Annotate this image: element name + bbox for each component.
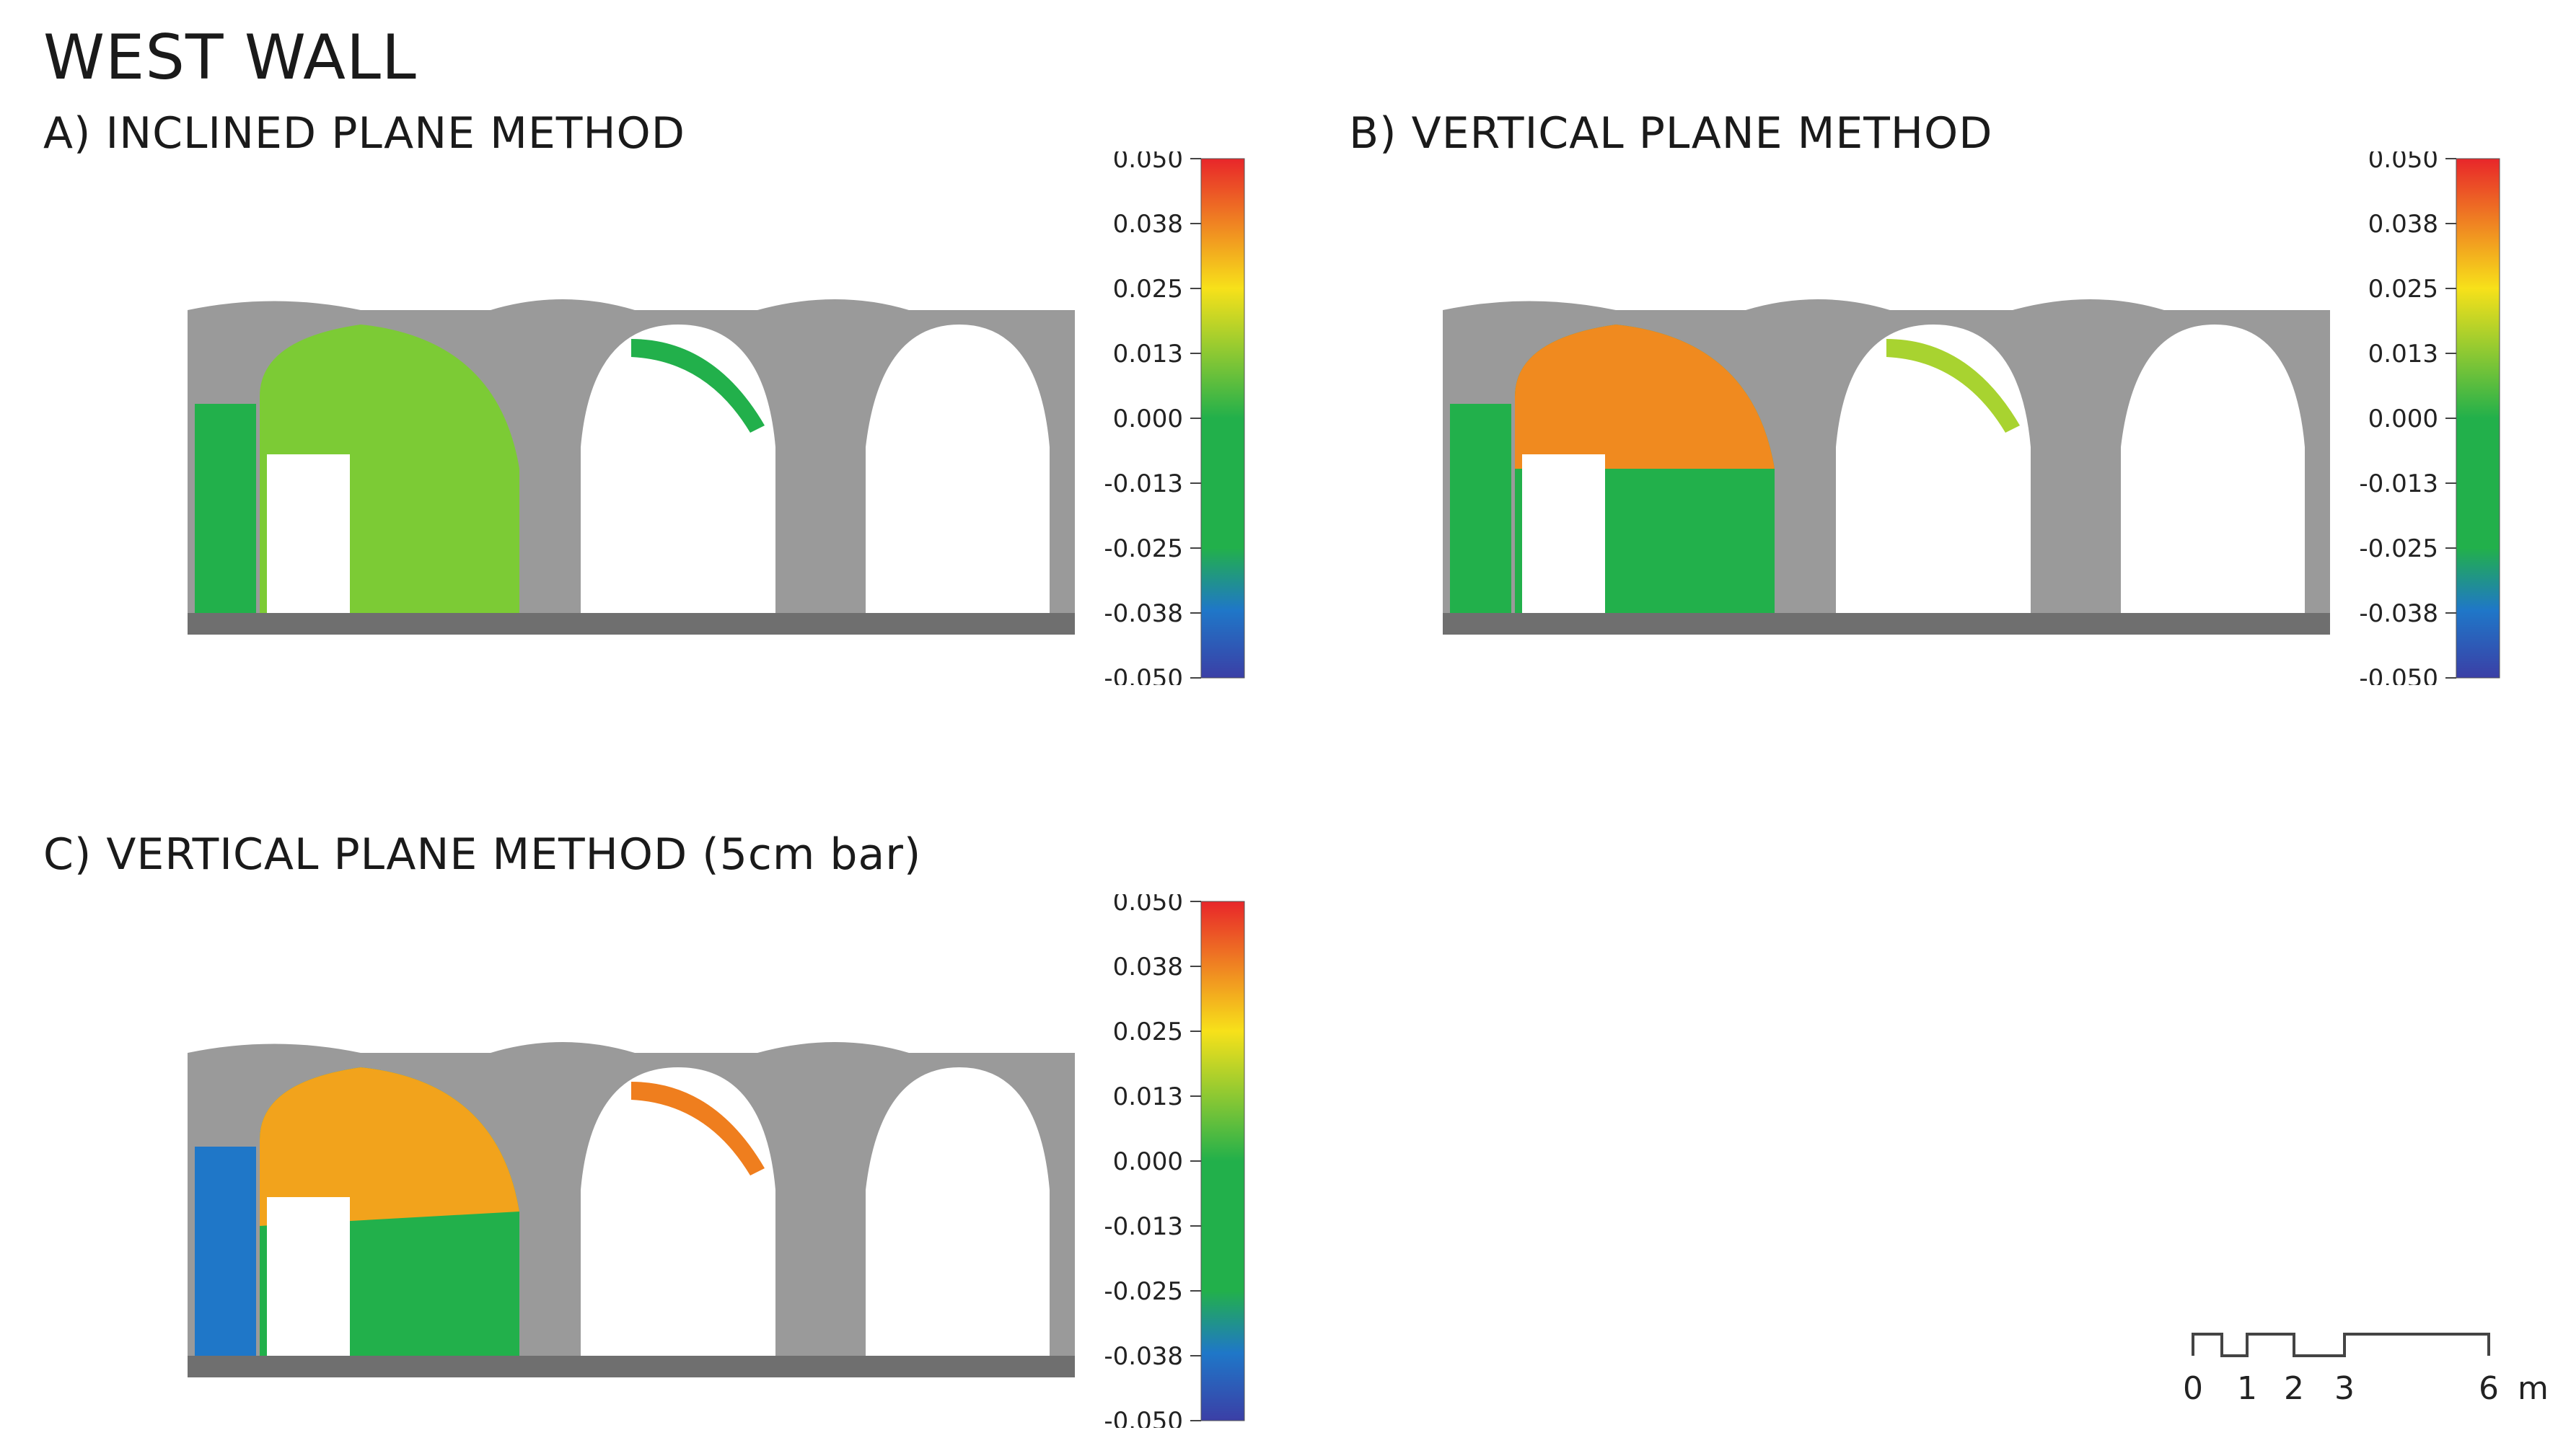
scale-bar-line <box>2192 1333 2490 1357</box>
colorbar-tick-label: -0.050 <box>1104 664 1183 685</box>
left-strip <box>195 1147 256 1377</box>
base-strip <box>188 613 1075 635</box>
left-bay-upper <box>1515 325 1775 469</box>
colorbar-tick-label: 0.000 <box>1113 405 1183 433</box>
colorbar-tick-label: -0.013 <box>1104 1212 1183 1241</box>
wall-elevation <box>188 299 1075 635</box>
middle-arch-opening <box>581 1067 775 1377</box>
left-bay-upper <box>260 1067 519 1226</box>
middle-arch-band <box>631 1082 765 1175</box>
colorbar-tick-label: 0.025 <box>2368 275 2438 304</box>
middle-arch-band <box>1886 339 2020 433</box>
colorbar-tick-label: 0.013 <box>2368 340 2438 369</box>
panel-a-title: A) INCLINED PLANE METHOD <box>43 108 685 159</box>
scale-label: 3 <box>2334 1370 2355 1407</box>
panel-c-colorbar: 0.050 0.038 0.025 0.013 0.000 -0.013 -0.025 -0.… <box>1104 894 1245 1428</box>
colorbar-tick-label: -0.038 <box>2359 599 2438 628</box>
panel-a-colorbar: 0.050 0.038 0.025 0.013 0.000 -0.013 -0.025 -0.… <box>1104 151 1245 685</box>
colorbar-tick-label: -0.025 <box>2359 534 2438 563</box>
colorbar-ticks: 0.050 0.038 0.025 0.013 0.000 -0.013 -0.025 -0.… <box>1104 894 1201 1428</box>
colorbar-gradient <box>1200 158 1245 679</box>
colorbar-tick-label: 0.038 <box>1113 953 1183 981</box>
colorbar-tick-label: -0.038 <box>1104 1342 1183 1371</box>
colorbar-gradient <box>1200 901 1245 1421</box>
colorbar-tick-label: -0.025 <box>1104 1277 1183 1306</box>
page-title: WEST WALL <box>43 22 417 94</box>
scale-label: 1 <box>2237 1370 2257 1407</box>
colorbar-tick-label: 0.013 <box>1113 1082 1183 1111</box>
scale-label: 6 <box>2479 1370 2499 1407</box>
panel-c-wall-map <box>188 1042 1075 1377</box>
colorbar-tick-label: -0.050 <box>1104 1407 1183 1428</box>
panel-b-colorbar: 0.050 0.038 0.025 0.013 0.000 -0.013 -0.025 -0.… <box>2359 151 2500 685</box>
colorbar-gradient <box>2456 158 2500 679</box>
panel-b-title: B) VERTICAL PLANE METHOD <box>1349 108 1993 159</box>
right-arch-opening <box>2121 325 2305 635</box>
panel-b-wall-map <box>1443 299 2330 635</box>
middle-arch-band <box>631 339 765 433</box>
scale-label: 2 <box>2284 1370 2304 1407</box>
scale-unit: m <box>2518 1370 2549 1407</box>
colorbar-tick-label: 0.038 <box>2368 210 2438 239</box>
base-strip <box>188 1356 1075 1377</box>
colorbar-tick-label: 0.000 <box>2368 405 2438 433</box>
colorbar-tick-label: 0.000 <box>1113 1147 1183 1176</box>
colorbar-tick-label: -0.025 <box>1104 534 1183 563</box>
colorbar-tick-label: 0.038 <box>1113 210 1183 239</box>
colorbar-ticks: 0.050 0.038 0.025 0.013 0.000 -0.013 -0.025 -0.… <box>2359 151 2456 685</box>
colorbar-tick-label: 0.025 <box>1113 275 1183 304</box>
colorbar-tick-label: -0.013 <box>2359 469 2438 498</box>
colorbar-tick-label: -0.038 <box>1104 599 1183 628</box>
base-strip <box>1443 613 2330 635</box>
panel-a-wall-map <box>188 299 1075 635</box>
colorbar-tick-label: 0.050 <box>2368 151 2438 174</box>
door-opening <box>267 1197 350 1377</box>
left-strip <box>195 404 256 635</box>
middle-arch-opening <box>581 325 775 635</box>
colorbar-tick-label: -0.050 <box>2359 664 2438 685</box>
right-arch-opening <box>866 325 1050 635</box>
colorbar-tick-label: -0.013 <box>1104 469 1183 498</box>
right-arch-opening <box>866 1067 1050 1377</box>
middle-arch-opening <box>1836 325 2031 635</box>
left-strip <box>1450 404 1511 635</box>
door-opening <box>267 454 350 635</box>
scale-label: 0 <box>2183 1370 2203 1407</box>
colorbar-ticks: 0.050 0.038 0.025 0.013 0.000 -0.013 -0.025 -0.… <box>1104 151 1201 685</box>
colorbar-tick-label: 0.025 <box>1113 1018 1183 1046</box>
colorbar-tick-label: 0.013 <box>1113 340 1183 369</box>
colorbar-tick-label: 0.050 <box>1113 151 1183 174</box>
panel-c-title: C) VERTICAL PLANE METHOD (5cm bar) <box>43 829 922 880</box>
door-opening <box>1522 454 1605 635</box>
colorbar-tick-label: 0.050 <box>1113 894 1183 917</box>
